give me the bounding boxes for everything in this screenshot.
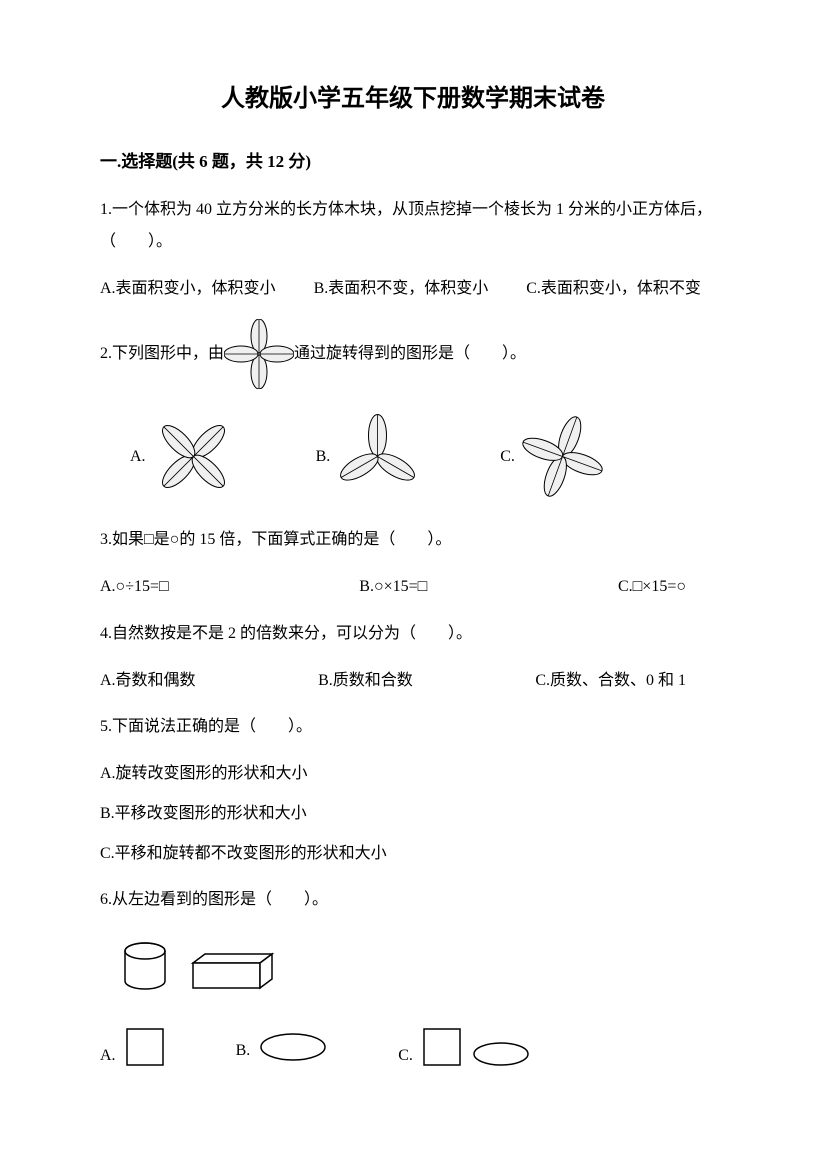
flower-b-icon xyxy=(335,414,420,499)
flower-c-icon xyxy=(520,414,605,499)
cylinder-icon xyxy=(120,941,170,991)
question-5: 5.下面说法正确的是（ ）。 xyxy=(100,711,726,743)
q3-opt-a: A.○÷15=□ xyxy=(100,574,169,600)
question-2: 2.下列图形中，由 通过旋转得到的图形是（ ）。 xyxy=(100,319,726,389)
q4-opt-a: A.奇数和偶数 xyxy=(100,668,196,694)
flower-a-icon xyxy=(151,414,236,499)
question-3: 3.如果□是○的 15 倍，下面算式正确的是（ ）。 xyxy=(100,524,726,556)
q2-opt-c: C. xyxy=(500,444,515,470)
q6-opt-b: B. xyxy=(236,1038,251,1064)
q6-opt-a: A. xyxy=(100,1043,116,1069)
ellipse-icon xyxy=(258,1031,328,1063)
q3-opt-b: B.○×15=□ xyxy=(359,574,427,600)
exam-title: 人教版小学五年级下册数学期末试卷 xyxy=(100,80,726,118)
question-4-options: A.奇数和偶数 B.质数和合数 C.质数、合数、0 和 1 xyxy=(100,668,726,694)
question-1: 1.一个体积为 40 立方分米的长方体木块，从顶点挖掉一个棱长为 1 分米的小正… xyxy=(100,194,726,258)
q2-opt-b: B. xyxy=(316,444,331,470)
q2-opt-a: A. xyxy=(130,444,146,470)
question-4: 4.自然数按是不是 2 的倍数来分，可以分为（ ）。 xyxy=(100,618,726,650)
section-1-header: 一.选择题(共 6 题，共 12 分) xyxy=(100,148,726,175)
q5-opt-a: A.旋转改变图形的形状和大小 xyxy=(100,761,726,787)
q5-opt-b: B.平移改变图形的形状和大小 xyxy=(100,801,726,827)
question-5-options: A.旋转改变图形的形状和大小 B.平移改变图形的形状和大小 C.平移和旋转都不改… xyxy=(100,761,726,866)
flower-icon xyxy=(224,319,294,389)
q1-opt-c: C.表面积变小，体积不变 xyxy=(526,280,701,297)
square-small-icon xyxy=(421,1026,463,1068)
cuboid-icon xyxy=(190,951,275,991)
question-3-options: A.○÷15=□ B.○×15=□ C.□×15=○ xyxy=(100,574,726,600)
square-icon xyxy=(124,1026,166,1068)
question-6-shapes xyxy=(120,941,726,991)
q3-opt-c: C.□×15=○ xyxy=(618,574,686,600)
question-2-options: A. B. xyxy=(100,414,726,499)
q1-opt-b: B.表面积不变，体积变小 xyxy=(314,280,489,297)
q4-opt-c: C.质数、合数、0 和 1 xyxy=(535,668,686,694)
q5-opt-c: C.平移和旋转都不改变图形的形状和大小 xyxy=(100,841,726,867)
q1-opt-a: A.表面积变小，体积变小 xyxy=(100,280,276,297)
q4-opt-b: B.质数和合数 xyxy=(318,668,413,694)
ellipse-small-icon xyxy=(471,1040,531,1068)
q2-text-post: 通过旋转得到的图形是（ ）。 xyxy=(294,341,526,367)
question-6-options: A. B. C. xyxy=(100,1026,726,1068)
q6-opt-c: C. xyxy=(398,1043,413,1069)
question-6: 6.从左边看到的图形是（ ）。 xyxy=(100,884,726,916)
question-1-options: A.表面积变小，体积变小 B.表面积不变，体积变小 C.表面积变小，体积不变 xyxy=(100,276,726,302)
q2-text-pre: 2.下列图形中，由 xyxy=(100,341,224,367)
